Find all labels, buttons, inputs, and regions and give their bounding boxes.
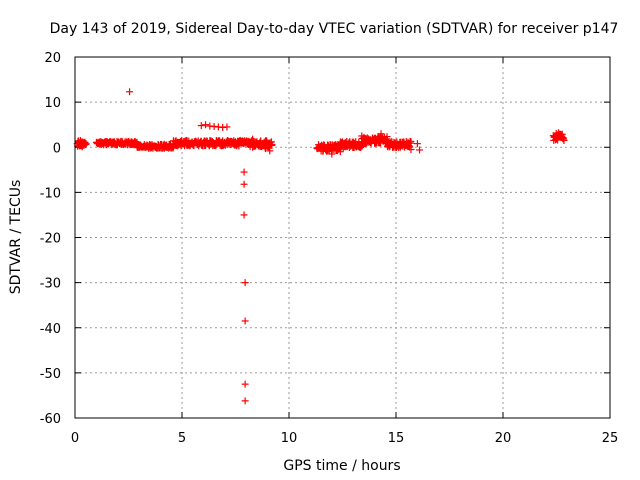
data-point bbox=[559, 135, 567, 143]
x-tick-label: 15 bbox=[388, 431, 405, 446]
data-point bbox=[241, 279, 249, 287]
x-axis-label: GPS time / hours bbox=[283, 458, 400, 474]
y-tick-label: -50 bbox=[40, 367, 61, 382]
data-point bbox=[377, 130, 385, 138]
data-point bbox=[240, 168, 248, 176]
y-tick-label: -20 bbox=[40, 232, 61, 247]
data-point bbox=[403, 140, 411, 148]
data-point bbox=[126, 88, 134, 96]
data-point bbox=[341, 142, 349, 150]
data-point bbox=[240, 211, 248, 219]
y-axis-label: SDTVAR / TECUs bbox=[8, 180, 24, 295]
data-point bbox=[261, 145, 269, 153]
data-point bbox=[223, 123, 231, 131]
data-point bbox=[416, 146, 424, 154]
data-point bbox=[366, 139, 374, 147]
data-point bbox=[319, 147, 327, 155]
y-tick-label: 0 bbox=[53, 141, 61, 156]
data-point bbox=[197, 122, 205, 130]
data-point bbox=[345, 139, 353, 147]
data-point bbox=[266, 147, 274, 155]
x-tick-label: 10 bbox=[281, 431, 298, 446]
data-point bbox=[253, 138, 261, 146]
data-point bbox=[553, 135, 560, 143]
data-point bbox=[362, 135, 370, 143]
data-point bbox=[80, 141, 88, 149]
tick-labels: 0 5 10 15 20 25 -60 -50 -40 -30 -20 -10 0 10 20 bbox=[40, 51, 619, 446]
data-point bbox=[396, 143, 404, 151]
data-point bbox=[268, 141, 276, 149]
data-point bbox=[358, 132, 366, 140]
data-point bbox=[328, 150, 336, 158]
data-point bbox=[240, 180, 248, 188]
x-tick-label: 25 bbox=[602, 431, 619, 446]
y-tick-label: -10 bbox=[40, 186, 61, 201]
data-point bbox=[257, 141, 265, 149]
data-point bbox=[407, 146, 415, 154]
data-point bbox=[413, 140, 421, 148]
plot-frame bbox=[74, 56, 611, 419]
data-point bbox=[249, 135, 257, 143]
y-tick-label: -60 bbox=[40, 412, 61, 427]
data-point bbox=[407, 138, 415, 146]
y-tick-label: 10 bbox=[44, 96, 61, 111]
x-tick-label: 5 bbox=[178, 431, 186, 446]
data-point bbox=[202, 121, 210, 129]
data-point bbox=[241, 380, 249, 388]
y-tick-label: 20 bbox=[44, 51, 61, 66]
data-point bbox=[349, 141, 357, 149]
data-point bbox=[332, 146, 340, 154]
data-point bbox=[336, 148, 344, 156]
y-tick-label: -30 bbox=[40, 277, 61, 292]
data-point bbox=[371, 134, 379, 142]
chart-title: Day 143 of 2019, Sidereal Day-to-day VTE… bbox=[50, 21, 619, 37]
data-point bbox=[557, 131, 565, 139]
data-point bbox=[241, 397, 249, 405]
x-tick-label: 20 bbox=[495, 431, 512, 446]
data-point bbox=[336, 140, 344, 148]
data-point bbox=[390, 141, 398, 149]
y-tick-label: -40 bbox=[40, 322, 61, 337]
grid bbox=[75, 57, 610, 418]
data-point bbox=[324, 141, 332, 149]
data-points bbox=[73, 88, 568, 405]
data-point bbox=[383, 136, 391, 144]
data-point bbox=[241, 317, 249, 325]
data-point bbox=[315, 143, 323, 151]
x-tick-label: 0 bbox=[71, 431, 79, 446]
